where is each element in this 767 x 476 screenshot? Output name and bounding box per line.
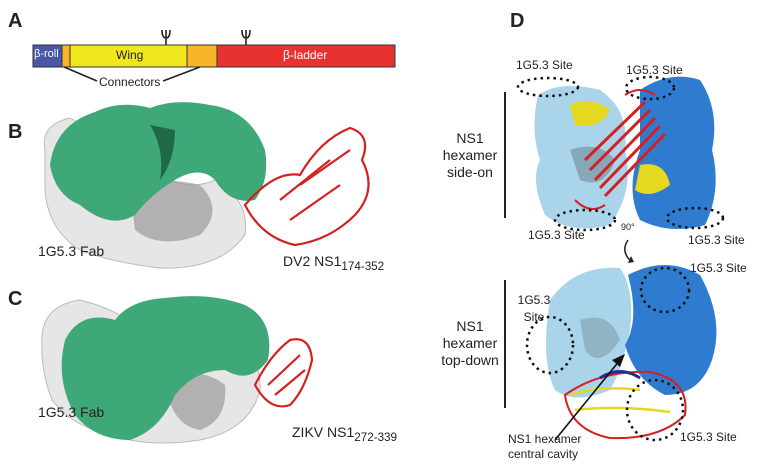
- domain-beta-ladder: [216, 44, 396, 68]
- ns1-name: ZIKV NS1: [292, 424, 355, 440]
- site-circle: [665, 206, 725, 230]
- ns1-residues: 272-339: [354, 430, 398, 444]
- label-line: NS1: [456, 318, 484, 334]
- domain-label-beta-ladder: β-ladder: [283, 48, 328, 62]
- site-circle: [525, 315, 575, 375]
- site-label: 1G5.3 Site: [516, 58, 573, 72]
- panel-label-c: C: [8, 288, 23, 310]
- cavity-arrow: [554, 359, 621, 441]
- site-circle: [553, 208, 617, 232]
- cavity-label: NS1 hexamer central cavity: [508, 432, 581, 462]
- label-line: side-on: [447, 164, 493, 180]
- panel-label-b: B: [8, 121, 23, 143]
- domain-connector-2: [186, 44, 218, 68]
- label-line: 1G5.3: [517, 293, 551, 307]
- rotation-label: 90°: [621, 222, 635, 232]
- label-line: hexamer: [442, 147, 498, 163]
- label-line: hexamer: [442, 335, 498, 351]
- connectors-label: Connectors: [99, 75, 161, 89]
- ns1-label-c: ZIKV NS1272-339: [292, 424, 397, 444]
- ns1-name: DV2 NS1: [283, 253, 342, 269]
- fab-complex-c: [41, 296, 314, 444]
- binding-site-circles: [516, 75, 725, 442]
- label-line: NS1 hexamer: [508, 432, 582, 446]
- site-label: 1G5.3 Site: [626, 63, 683, 77]
- ns1-ribbon-b: [243, 126, 370, 247]
- domain-connector-1: [61, 44, 71, 68]
- site-label: 1G5.3 Site: [690, 261, 747, 275]
- panel-label-a: A: [8, 10, 23, 32]
- fab-label-c: 1G5.3 Fab: [38, 404, 105, 420]
- site-circle: [625, 378, 685, 442]
- side-on-label: NS1 hexamer side-on: [440, 130, 500, 181]
- domain-bar: [32, 44, 396, 68]
- connector-lines: [63, 66, 201, 82]
- site-label: 1G5.3 Site: [680, 430, 737, 444]
- fab-complex-b: [43, 102, 370, 269]
- ns1-label-b: DV2 NS1174-352: [283, 253, 384, 273]
- fab-heavy-chain: [61, 296, 270, 440]
- glycosylation-icon: [161, 29, 251, 45]
- label-line: Site: [523, 310, 545, 324]
- site-circle: [639, 266, 691, 314]
- site-label: 1G5.3 Site: [688, 233, 745, 247]
- hexamer-side-on: [534, 76, 716, 230]
- panel-label-d: D: [510, 10, 525, 32]
- label-line: central cavity: [508, 447, 579, 461]
- label-line: top-down: [441, 352, 499, 368]
- fab-label-b: 1G5.3 Fab: [38, 243, 105, 259]
- site-circle: [624, 75, 676, 101]
- top-down-label: NS1 hexamer top-down: [440, 318, 500, 369]
- site-label-split: 1G5.3 Site: [512, 292, 556, 326]
- label-line: NS1: [456, 130, 484, 146]
- site-circle: [516, 76, 580, 98]
- domain-label-beta-roll: β-roll: [34, 48, 59, 60]
- fab-heavy-chain: [50, 102, 267, 221]
- ns1-residues: 174-352: [341, 259, 385, 273]
- ns1-ribbon-c: [253, 338, 314, 408]
- site-label: 1G5.3 Site: [528, 228, 585, 242]
- domain-label-wing: Wing: [116, 48, 144, 62]
